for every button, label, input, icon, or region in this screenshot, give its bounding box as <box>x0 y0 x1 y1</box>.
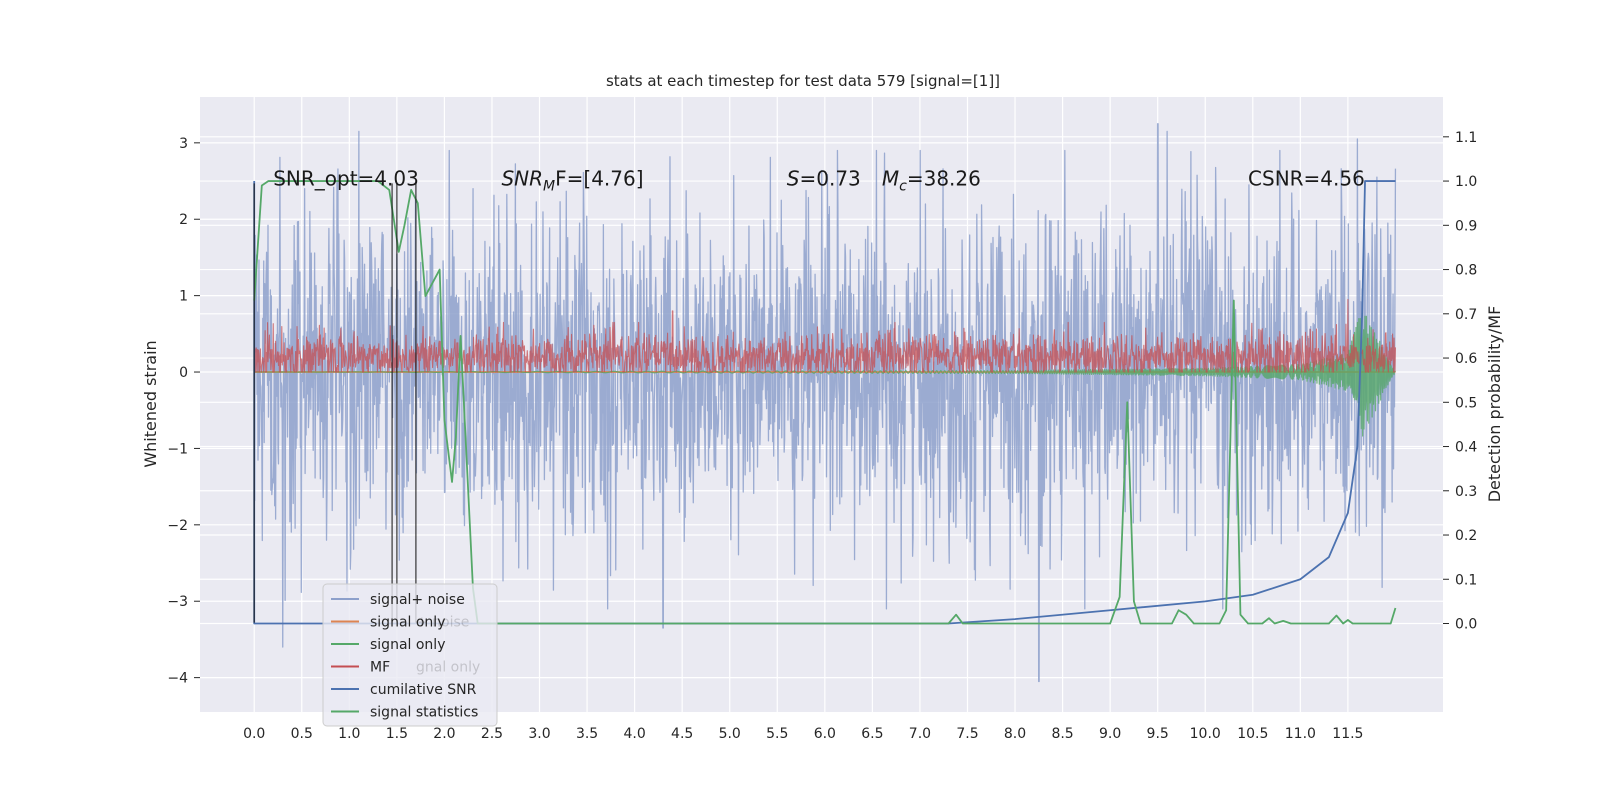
annotation-subscript: M <box>543 178 555 194</box>
y-tick-label: 0 <box>179 365 188 381</box>
y-tick-label: 2 <box>179 212 188 228</box>
y-right-tick-label: 0.4 <box>1455 440 1477 456</box>
annotation: SNR_opt=4.03 <box>273 166 419 190</box>
chart-title: stats at each timestep for test data 579… <box>606 72 1000 90</box>
y-axis-ticks: −4 −3 −2 −1 0 1 2 3 <box>167 136 200 687</box>
x-tick-label: 6.0 <box>814 726 836 742</box>
annotation-value: =38.26 <box>907 166 981 190</box>
legend-label: signal only <box>370 615 445 631</box>
series-layer <box>253 123 1397 683</box>
y-right-tick-label: 0.9 <box>1455 218 1477 234</box>
legend: signal+ noise signal only signal only MF cum… <box>322 583 498 727</box>
x-tick-label: 10.5 <box>1237 726 1268 742</box>
legend-label: signal statistics <box>370 705 478 721</box>
x-tick-label: 11.5 <box>1332 726 1363 742</box>
y-tick-label: 3 <box>179 136 188 152</box>
annotation-subscript: c <box>899 178 907 194</box>
x-tick-label: 10.0 <box>1190 726 1221 742</box>
annotation-symbol: SNR <box>501 166 543 190</box>
series-signal-statistics <box>253 180 1397 625</box>
x-tick-label: 3.5 <box>576 726 598 742</box>
legend-label: cumilative SNR <box>370 682 477 698</box>
x-tick-label: 9.0 <box>1099 726 1121 742</box>
x-tick-label: 0.5 <box>291 726 313 742</box>
y-right-tick-label: 1.1 <box>1455 130 1477 146</box>
x-tick-label: 2.5 <box>481 726 503 742</box>
annotation: Mc=38.26 <box>882 166 981 194</box>
legend-label: signal+ noise <box>370 592 465 608</box>
x-tick-label: 8.0 <box>1004 726 1026 742</box>
x-tick-label: 7.0 <box>909 726 931 742</box>
x-tick-label: 2.0 <box>433 726 455 742</box>
x-tick-label: 9.5 <box>1147 726 1169 742</box>
y-right-tick-label: 1.0 <box>1455 174 1477 190</box>
y-tick-label: 1 <box>179 289 188 305</box>
x-tick-label: 1.0 <box>338 726 360 742</box>
x-tick-label: 8.5 <box>1051 726 1073 742</box>
x-tick-label: 6.5 <box>861 726 883 742</box>
annotation: SNRMF=[4.76] <box>501 166 643 194</box>
x-axis-ticks: 0.0 0.5 1.0 1.5 2.0 2.5 3.0 3.5 4.0 4.5 5.0 5.5 6.0 6… <box>243 726 1363 742</box>
y-axis-right-label: Detection probability/MF <box>1485 306 1504 503</box>
vertical-markers <box>253 183 417 623</box>
y-right-tick-label: 0.2 <box>1455 528 1477 544</box>
y-axis-label: Whitened strain <box>141 340 160 467</box>
y-right-tick-label: 0.0 <box>1455 617 1477 633</box>
x-tick-label: 0.0 <box>243 726 265 742</box>
legend-ghost-label: statistics <box>416 705 478 721</box>
x-tick-label: 3.0 <box>528 726 550 742</box>
y-tick-label: −2 <box>167 518 188 534</box>
legend-label: signal only <box>370 637 445 653</box>
series-mf <box>253 298 1396 373</box>
annotation-value: F=[4.76] <box>555 166 643 190</box>
annotation-symbol: M <box>882 166 899 190</box>
y-tick-label: −3 <box>167 594 188 610</box>
y-tick-label: −1 <box>167 441 188 457</box>
y-right-tick-label: 0.3 <box>1455 484 1477 500</box>
x-tick-label: 4.5 <box>671 726 693 742</box>
y-right-tick-label: 0.8 <box>1455 263 1477 279</box>
x-tick-label: 7.5 <box>956 726 978 742</box>
x-tick-label: 11.0 <box>1285 726 1316 742</box>
annotation-symbol: S <box>787 166 800 190</box>
legend-label: MF <box>370 660 390 676</box>
annotation: CSNR=4.56 <box>1248 166 1365 190</box>
annotation-value: =0.73 <box>799 166 860 190</box>
x-tick-label: 5.5 <box>766 726 788 742</box>
annotations: SNR_opt=4.03 SNRMF=[4.76] S=0.73 Mc=38.26 CS… <box>273 166 1365 194</box>
y-axis-right-ticks: 0.0 0.1 0.2 0.3 0.4 0.5 0.6 0.7 0.8 0.9 1.0 1.1 <box>1443 130 1477 633</box>
legend-ghost-label: gnal only <box>416 660 480 676</box>
y-tick-label: −4 <box>167 671 188 687</box>
series-cumilative-snr <box>253 180 1396 625</box>
annotation: S=0.73 <box>787 166 861 190</box>
y-right-tick-label: 0.1 <box>1455 572 1477 588</box>
x-tick-label: 1.5 <box>386 726 408 742</box>
series-signal-noise <box>253 123 1397 683</box>
y-right-tick-label: 0.7 <box>1455 307 1477 323</box>
y-right-tick-label: 0.5 <box>1455 395 1477 411</box>
y-right-tick-label: 0.6 <box>1455 351 1477 367</box>
legend-box <box>322 583 498 727</box>
x-tick-label: 4.0 <box>623 726 645 742</box>
x-tick-label: 5.0 <box>719 726 741 742</box>
legend-ghost-label: + noise <box>416 615 469 631</box>
